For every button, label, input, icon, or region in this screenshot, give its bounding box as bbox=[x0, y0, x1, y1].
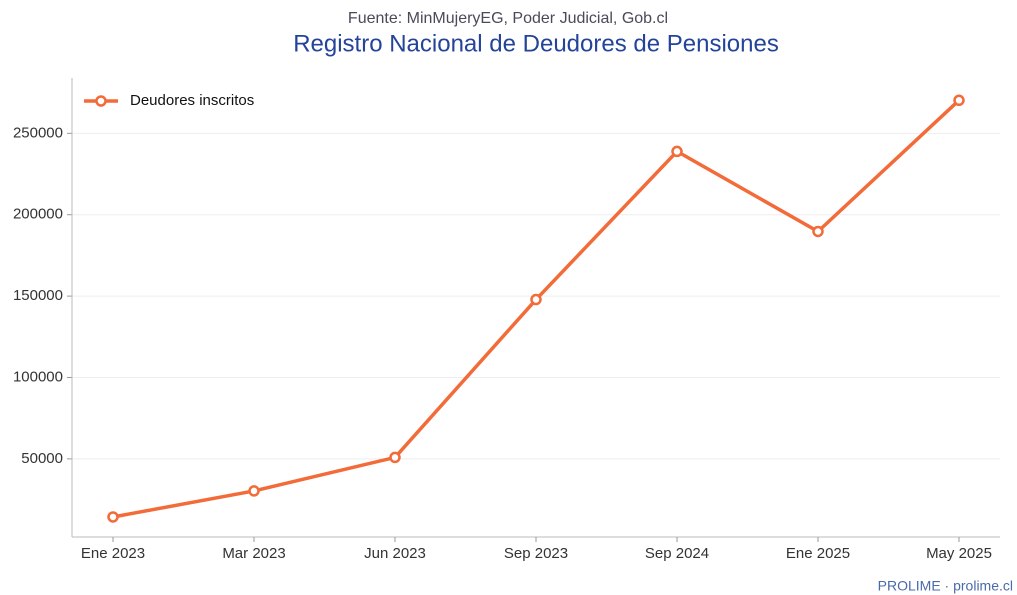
x-tick-label: Sep 2024 bbox=[645, 545, 709, 562]
data-point bbox=[248, 485, 260, 497]
legend-marker bbox=[95, 95, 107, 107]
y-tick-label: 250000 bbox=[13, 124, 63, 141]
data-point bbox=[953, 94, 965, 107]
series-line bbox=[112, 99, 961, 519]
y-tick-label: 100000 bbox=[13, 368, 63, 385]
data-point bbox=[530, 293, 542, 306]
x-tick-label: Ene 2025 bbox=[786, 545, 850, 562]
y-tick-label: 50000 bbox=[21, 450, 63, 467]
data-point bbox=[671, 145, 683, 158]
chart-subtitle: Fuente: MinMujeryEG, Poder Judicial, Gob… bbox=[348, 10, 668, 27]
x-tick-label: Ene 2023 bbox=[81, 545, 145, 562]
x-tick-label: Jun 2023 bbox=[364, 545, 426, 562]
y-tick-label: 150000 bbox=[13, 287, 63, 304]
x-tick-label: Mar 2023 bbox=[222, 545, 285, 562]
data-point bbox=[107, 511, 119, 523]
footer: PROLIME · prolime.cl bbox=[878, 578, 1013, 594]
data-point bbox=[812, 225, 824, 238]
chart-title: Registro Nacional de Deudores de Pension… bbox=[293, 30, 779, 57]
data-point bbox=[389, 451, 401, 464]
x-tick-label: May 2025 bbox=[926, 545, 992, 562]
x-tick-label: Sep 2023 bbox=[504, 545, 568, 562]
legend-label: Deudores inscritos bbox=[130, 92, 254, 109]
y-tick-label: 200000 bbox=[13, 206, 63, 223]
